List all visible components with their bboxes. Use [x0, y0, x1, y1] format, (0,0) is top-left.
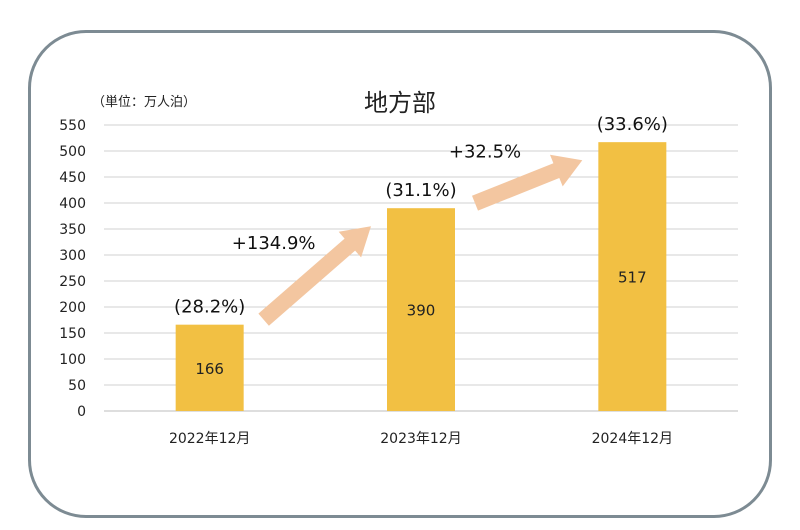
bars	[175, 142, 667, 411]
bar-value-label: 166	[195, 360, 224, 378]
growth-label: +32.5%	[449, 142, 521, 163]
share-label: (33.6%)	[597, 114, 668, 135]
y-tick-label: 50	[68, 378, 86, 394]
growth-arrows	[258, 154, 583, 326]
growth-label: +134.9%	[232, 233, 316, 254]
y-tick-label: 300	[59, 248, 86, 264]
unit-label: （単位：万人泊）	[92, 94, 196, 110]
x-tick-label: 2023年12月	[380, 431, 461, 447]
share-label: (28.2%)	[174, 297, 245, 318]
labels: 166 (28.2%) 2022年12月 390 (31.1%) 2023年12月 517 (…	[169, 114, 673, 447]
bar-2023年12月	[387, 208, 455, 411]
growth-arrow-1	[258, 226, 371, 326]
y-tick-label: 100	[59, 352, 86, 368]
y-tick-label: 0	[77, 404, 86, 420]
y-tick-label: 500	[59, 144, 86, 160]
chart-title: 地方部	[364, 89, 436, 117]
share-label: (31.1%)	[385, 180, 456, 201]
growth-arrow-2	[472, 154, 583, 211]
y-tick-label: 550	[59, 118, 86, 134]
x-tick-label: 2024年12月	[592, 431, 673, 447]
y-tick-label: 150	[59, 326, 86, 342]
y-tick-label: 450	[59, 170, 86, 186]
bar-2022年12月	[175, 324, 244, 411]
y-tick-label: 400	[59, 196, 86, 212]
x-tick-label: 2022年12月	[169, 431, 250, 447]
y-tick-label: 350	[59, 222, 86, 238]
bar-2024年12月	[598, 142, 667, 411]
y-tick-label: 200	[59, 300, 86, 316]
bar-value-label: 390	[407, 302, 436, 320]
y-axis: 0 50 100 150 200 250 300 350 400 450 500 550	[59, 118, 86, 420]
y-tick-label: 250	[59, 274, 86, 290]
bar-value-label: 517	[618, 269, 647, 287]
